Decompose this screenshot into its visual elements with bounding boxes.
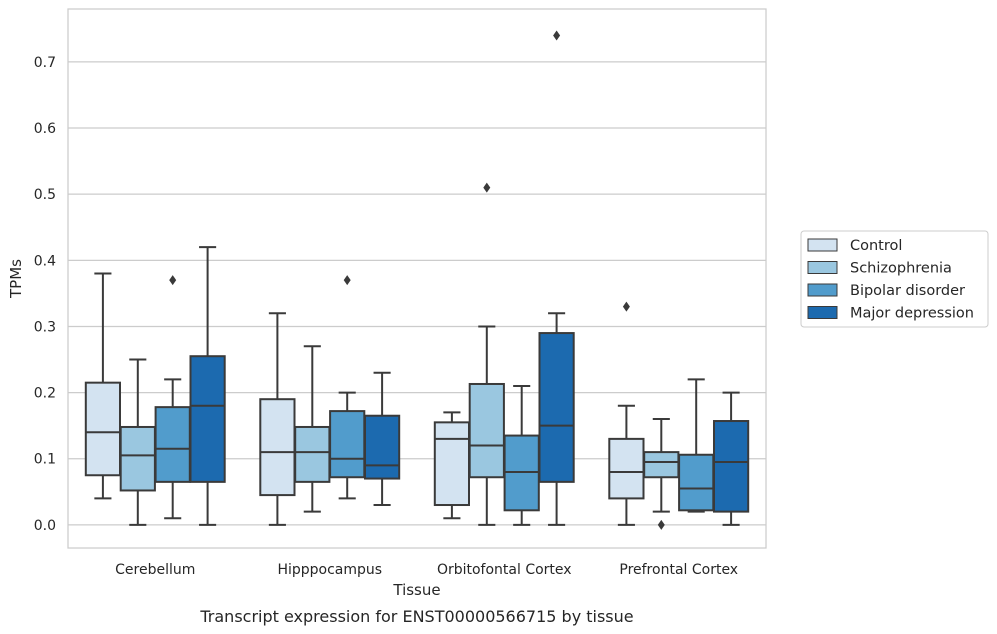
box-schizophrenia <box>294 345 331 513</box>
y-tick-label: 0.6 <box>34 121 56 137</box>
box-control <box>259 312 296 526</box>
x-tick-label: Orbitofontal Cortex <box>437 562 572 578</box>
box-major-depression <box>363 371 401 507</box>
iqr-box <box>189 355 226 483</box>
y-tick-label: 0.4 <box>34 253 56 269</box>
iqr-box <box>294 425 331 483</box>
iqr-box <box>154 406 191 483</box>
y-tick-labels: 0.0 0.1 0.2 0.3 0.4 0.5 0.6 0.7 <box>34 55 56 534</box>
iqr-box <box>468 382 505 479</box>
box-bipolar-disorder <box>503 384 540 526</box>
iqr-box <box>433 421 471 507</box>
outlier-point <box>553 30 561 41</box>
iqr-box <box>678 453 715 512</box>
y-tick-label: 0.0 <box>34 518 56 534</box>
legend: Control Schizophrenia Bipolar disorder Majo… <box>800 230 989 328</box>
box-control <box>84 272 122 500</box>
outlier-point <box>483 182 491 193</box>
y-tick-label: 0.2 <box>34 386 56 402</box>
box-bipolar-disorder <box>678 378 715 513</box>
box-major-depression <box>538 30 575 526</box>
legend-swatch <box>807 261 838 274</box>
y-tick-label: 0.7 <box>34 55 56 71</box>
y-axis-title: TPMs <box>7 259 25 299</box>
chart-caption: Transcript expression for ENST0000056671… <box>199 607 633 626</box>
outlier-point <box>622 301 630 312</box>
iqr-box <box>363 414 401 480</box>
legend-label: Bipolar disorder <box>850 283 965 299</box>
iqr-box <box>538 332 575 483</box>
box-bipolar-disorder <box>154 275 191 520</box>
legend-swatch <box>807 238 838 252</box>
box-major-depression <box>189 246 226 526</box>
iqr-box <box>119 425 156 492</box>
x-tick-label: Cerebellum <box>115 562 195 578</box>
outlier-point <box>169 275 177 286</box>
iqr-box <box>259 398 296 497</box>
iqr-box <box>329 410 366 479</box>
y-tick-label: 0.5 <box>34 187 56 203</box>
legend-swatch <box>807 283 838 297</box>
legend-label: Major depression <box>850 306 974 322</box>
x-tick-label: Hipppocampus <box>277 562 382 578</box>
iqr-box <box>643 451 680 479</box>
box-major-depression <box>712 391 750 526</box>
legend-label: Schizophrenia <box>850 261 952 277</box>
iqr-box <box>712 420 750 513</box>
y-tick-label: 0.3 <box>34 319 56 335</box>
legend-label: Control <box>850 238 902 254</box>
iqr-box <box>84 381 122 477</box>
box-schizophrenia <box>468 182 505 526</box>
legend-frame <box>800 230 989 328</box>
box-series <box>84 30 750 530</box>
box-control <box>608 301 645 526</box>
box-schizophrenia <box>643 418 680 530</box>
x-tick-labels: Cerebellum Hipppocampus Orbitofontal Corte… <box>115 562 738 578</box>
y-tick-label: 0.1 <box>34 452 56 468</box>
outlier-point <box>657 519 665 530</box>
plot-frame <box>67 8 767 549</box>
iqr-box <box>608 437 645 500</box>
box-schizophrenia <box>119 358 156 526</box>
box-control <box>433 411 471 520</box>
x-tick-label: Prefrontal Cortex <box>619 562 738 578</box>
x-axis-title: Tissue <box>392 581 440 599</box>
box-bipolar-disorder <box>329 275 366 500</box>
legend-swatch <box>807 306 838 319</box>
outlier-point <box>343 275 351 286</box>
